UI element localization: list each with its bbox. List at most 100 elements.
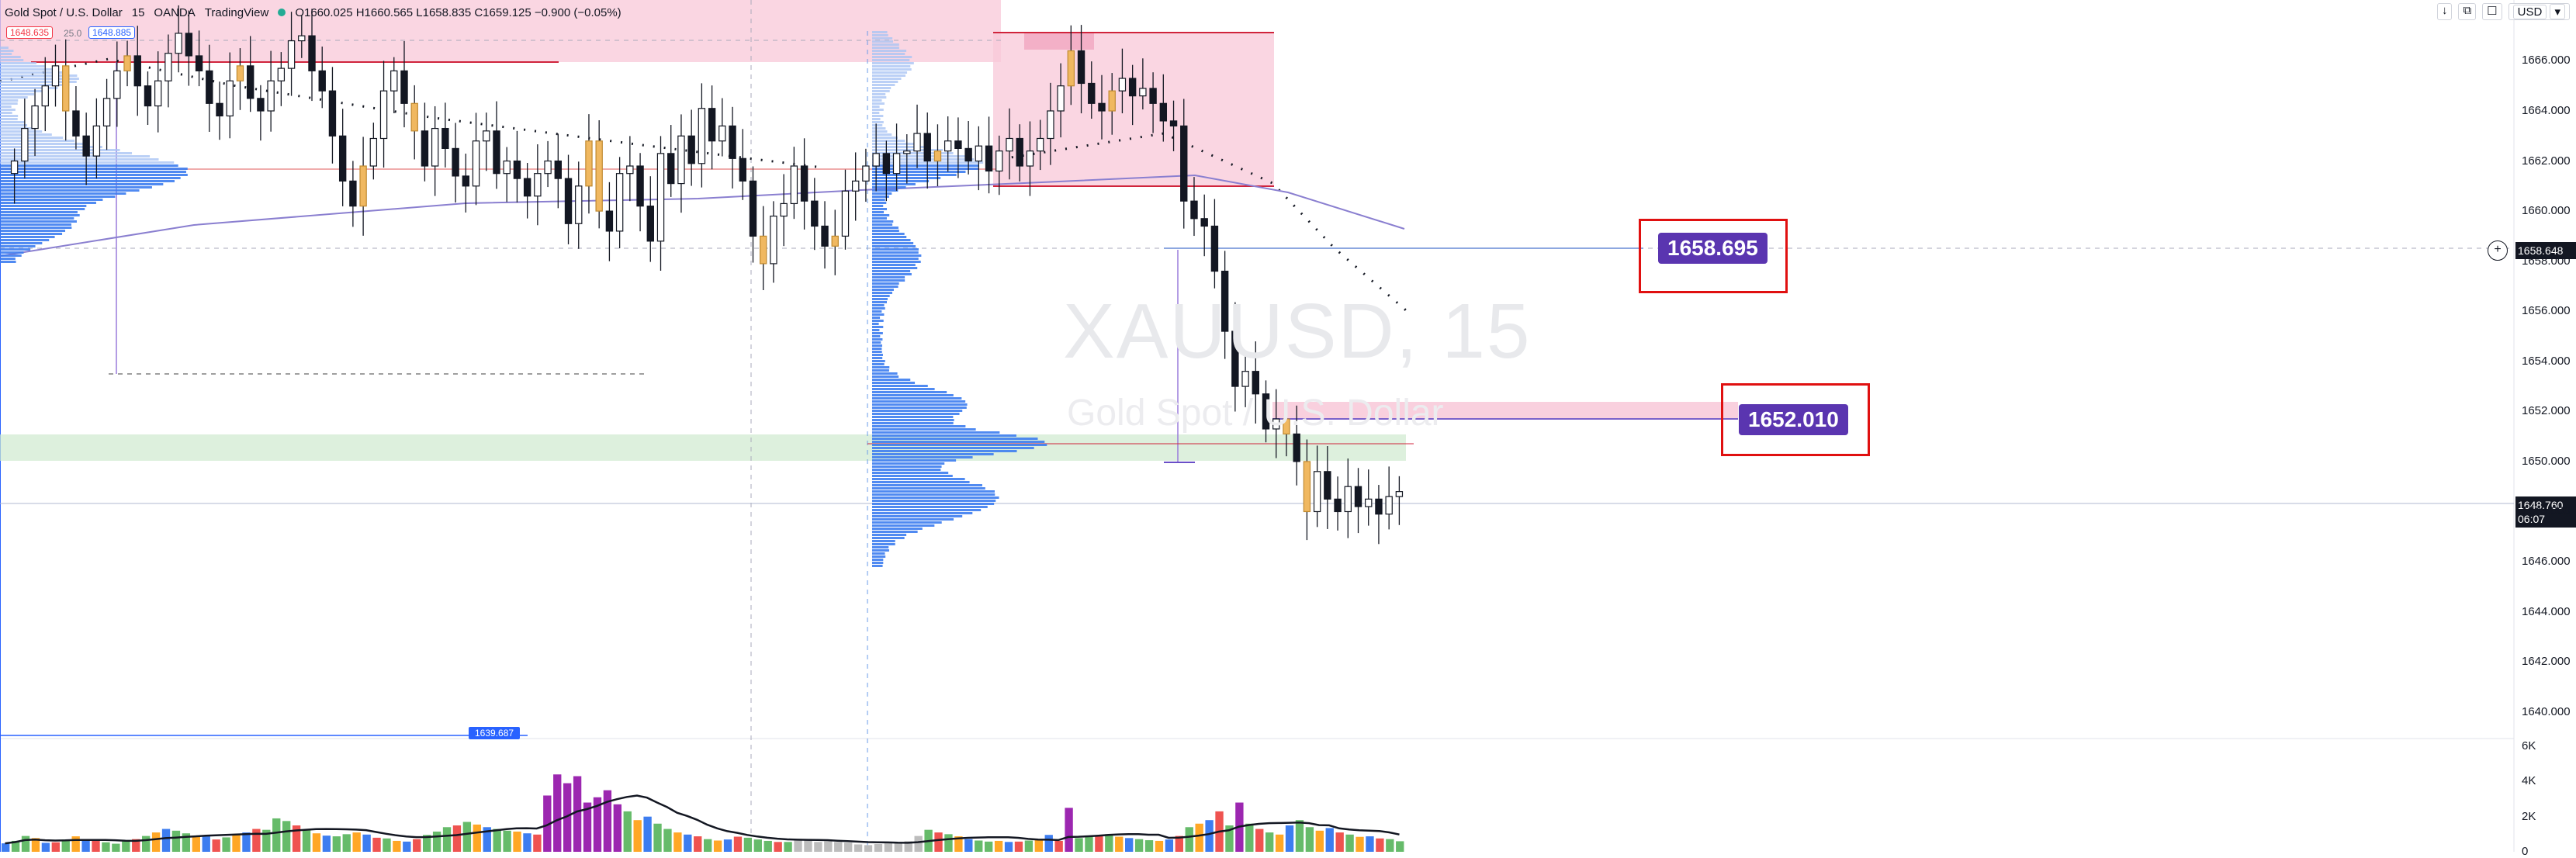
target-zone xyxy=(1272,402,1738,419)
price-tick-label: 1658.000 xyxy=(2522,254,2571,268)
current-price: 1648.760 xyxy=(2518,499,2564,511)
price-tick-label: 1650.000 xyxy=(2522,454,2571,468)
candle-body xyxy=(1047,110,1054,140)
volume-bar xyxy=(242,832,251,852)
symbol-name[interactable]: Gold Spot / U.S. Dollar xyxy=(5,5,123,19)
candle-body xyxy=(1252,371,1259,395)
candle-body xyxy=(82,135,90,157)
candle-body xyxy=(585,140,593,187)
volume-bar xyxy=(473,824,481,852)
volume-bar xyxy=(322,836,331,852)
volume-bar xyxy=(332,836,341,852)
candle-body xyxy=(390,70,398,92)
callout-box-1[interactable]: 1658.695 xyxy=(1639,219,1788,293)
callout-label-1: 1658.695 xyxy=(1658,233,1768,264)
candle-body xyxy=(1159,102,1168,122)
volume-bar xyxy=(362,834,371,852)
volume-bar xyxy=(593,797,602,852)
volume-bar xyxy=(92,840,100,852)
volume-bar xyxy=(1356,836,1364,852)
candle-body xyxy=(564,178,573,224)
candle-body xyxy=(1344,486,1352,513)
watermark-name: Gold Spot / U.S. Dollar xyxy=(1067,393,1444,434)
candle-body xyxy=(1231,330,1239,387)
volume-bar xyxy=(282,821,291,852)
demand-zone xyxy=(0,434,1406,461)
candle-body xyxy=(729,125,736,159)
candle-body xyxy=(195,55,203,71)
volume-bar xyxy=(1014,841,1023,852)
volume-bar xyxy=(894,842,902,852)
volume-bar xyxy=(964,839,973,852)
maximize-icon[interactable]: ☐ xyxy=(2482,3,2502,20)
candle-body xyxy=(21,127,29,162)
volume-bar xyxy=(1315,830,1324,852)
volume-bar xyxy=(1386,839,1394,852)
sell-button[interactable]: 1648.635 xyxy=(6,26,54,39)
volume-ma-line xyxy=(5,794,1400,845)
candle-body xyxy=(1057,85,1065,112)
price-tick-label: 1662.000 xyxy=(2522,154,2571,168)
volume-bar xyxy=(763,840,772,852)
volume-bar xyxy=(934,832,943,852)
volume-bar xyxy=(182,833,191,852)
volume-bar xyxy=(1376,838,1384,852)
volume-bar xyxy=(1185,827,1193,852)
crosshair-add-icon[interactable]: + xyxy=(2488,240,2508,261)
volume-bar xyxy=(142,836,151,852)
candle-body xyxy=(359,165,367,207)
interval-label[interactable]: 15 xyxy=(131,5,145,19)
crosshair-price-label: 1658.648 xyxy=(2515,242,2576,259)
candle-body xyxy=(1365,498,1373,507)
volume-bar xyxy=(1396,841,1404,852)
buy-button[interactable]: 1648.885 xyxy=(88,26,136,39)
volume-bar xyxy=(493,829,501,852)
volume-bars xyxy=(2,774,1404,852)
volume-bar xyxy=(663,829,672,852)
candle-body xyxy=(852,180,860,192)
volume-bar xyxy=(1225,825,1234,852)
volume-bar xyxy=(533,834,542,852)
broker-label: OANDA xyxy=(154,5,196,19)
candle-body xyxy=(328,90,337,137)
volume-tick-label: 4K xyxy=(2522,774,2536,788)
volume-bar xyxy=(613,804,621,852)
volume-bar xyxy=(1335,832,1344,852)
candle-body xyxy=(133,55,141,87)
candle-body xyxy=(246,65,254,99)
volume-bar xyxy=(462,822,472,852)
volume-bar xyxy=(112,843,120,852)
volume-bar xyxy=(684,834,692,852)
volume-bar xyxy=(975,840,983,852)
candle-body xyxy=(698,108,706,164)
candle-body xyxy=(1098,102,1106,112)
volume-bar xyxy=(262,829,271,852)
candle-body xyxy=(287,40,296,69)
volume-bar xyxy=(784,842,792,852)
volume-bar xyxy=(704,839,712,852)
price-tick-label: 1654.000 xyxy=(2522,354,2571,368)
volume-bar xyxy=(383,838,391,852)
volume-bar xyxy=(513,831,521,852)
candle-body xyxy=(995,150,1003,172)
volume-bar xyxy=(944,834,953,852)
candle-body xyxy=(677,135,685,185)
candle-body xyxy=(513,160,521,179)
candle-body xyxy=(1354,486,1362,507)
volume-bar xyxy=(372,837,381,852)
arrow-down-icon[interactable]: ↓ xyxy=(2436,3,2453,20)
volume-bar xyxy=(874,844,883,852)
candle-body xyxy=(790,165,798,205)
volume-bar xyxy=(61,839,70,852)
candle-body xyxy=(933,150,942,162)
candle-body xyxy=(431,127,439,167)
volume-bar xyxy=(733,836,743,852)
candle-body xyxy=(318,70,326,92)
callout-box-2[interactable]: 1652.010 xyxy=(1721,383,1870,456)
candle-body xyxy=(164,53,172,81)
currency-selector[interactable]: USD ▾ xyxy=(2508,3,2570,20)
restore-icon[interactable]: ⧉ xyxy=(2458,3,2477,20)
candle-body xyxy=(656,153,665,242)
volume-bar xyxy=(994,840,1003,852)
